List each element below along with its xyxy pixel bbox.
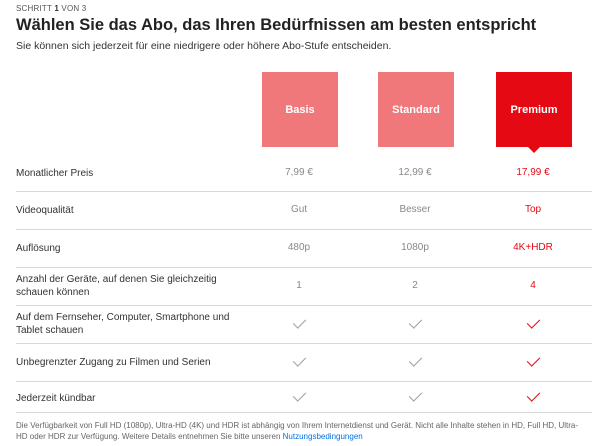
cell-premium-quality: Top <box>524 204 542 215</box>
plan-premium-button[interactable]: Premium <box>496 72 572 153</box>
plan-basis-button[interactable]: Basis <box>262 72 338 147</box>
check-icon <box>408 353 422 367</box>
comparison-row-resolution: Auflösung 480p 1080p 4K+HDR <box>16 230 592 268</box>
check-icon <box>526 353 540 367</box>
cell-basis-cancel <box>254 388 344 404</box>
page-title: Wählen Sie das Abo, das Ihren Bedürfniss… <box>16 16 537 34</box>
cell-standard-resolution: 1080p <box>401 242 429 253</box>
check-icon <box>526 315 540 329</box>
check-icon <box>292 388 306 402</box>
check-icon <box>526 388 540 402</box>
cell-basis-screens <box>254 315 344 331</box>
cell-premium-cancel <box>488 388 578 404</box>
plan-label: Standard <box>392 103 440 116</box>
cell-basis-quality: Gut <box>290 204 308 215</box>
check-icon <box>408 388 422 402</box>
row-label: Anzahl der Geräte, auf denen Sie gleichz… <box>16 274 217 298</box>
cell-premium-unlimited <box>488 353 578 369</box>
comparison-row-unlimited: Unbegrenzter Zugang zu Filmen und Serien <box>16 344 592 382</box>
check-icon <box>292 315 306 329</box>
footnote: Die Verfügbarkeit von Full HD (1080p), U… <box>16 421 579 441</box>
cell-standard-devices: 2 <box>412 280 418 291</box>
check-icon <box>292 353 306 367</box>
cell-basis-devices: 1 <box>296 280 302 291</box>
plan-label: Premium <box>510 103 558 116</box>
comparison-row-price: Monatlicher Preis 7,99 € 12,99 € 17,99 € <box>16 153 592 192</box>
cell-standard-price: 12,99 € <box>398 167 432 178</box>
comparison-row-cancel: Jederzeit kündbar <box>16 382 592 413</box>
cell-standard-cancel <box>370 388 460 404</box>
cell-premium-resolution: 4K+HDR <box>513 242 553 253</box>
plan-standard-button[interactable]: Standard <box>378 72 454 147</box>
row-label: Auflösung <box>16 243 61 254</box>
comparison-row-quality: Videoqualität Gut Besser Top <box>16 192 592 230</box>
cell-premium-price: 17,99 € <box>516 167 550 178</box>
cell-premium-devices: 4 <box>530 280 536 291</box>
check-icon <box>408 315 422 329</box>
row-label: Auf dem Fernseher, Computer, Smartphone … <box>16 312 230 336</box>
cell-basis-price: 7,99 € <box>285 167 313 178</box>
comparison-row-devices: Anzahl der Geräte, auf denen Sie gleichz… <box>16 268 592 306</box>
page-subtitle: Sie können sich jederzeit für eine niedr… <box>16 40 392 52</box>
row-label: Unbegrenzter Zugang zu Filmen und Serien <box>16 357 211 368</box>
cell-standard-screens <box>370 315 460 331</box>
step-indicator: SCHRITT 1 VON 3 <box>16 4 87 13</box>
plan-label: Basis <box>285 103 315 116</box>
cell-standard-unlimited <box>370 353 460 369</box>
cell-standard-quality: Besser <box>399 204 431 215</box>
row-label: Jederzeit kündbar <box>16 393 96 404</box>
row-label: Videoqualität <box>16 205 74 216</box>
cell-basis-unlimited <box>254 353 344 369</box>
row-label: Monatlicher Preis <box>16 168 94 179</box>
cell-basis-resolution: 480p <box>287 242 311 253</box>
terms-link[interactable]: Nutzungsbedingungen <box>282 432 363 441</box>
comparison-row-screens: Auf dem Fernseher, Computer, Smartphone … <box>16 306 592 344</box>
cell-premium-screens <box>488 315 578 331</box>
